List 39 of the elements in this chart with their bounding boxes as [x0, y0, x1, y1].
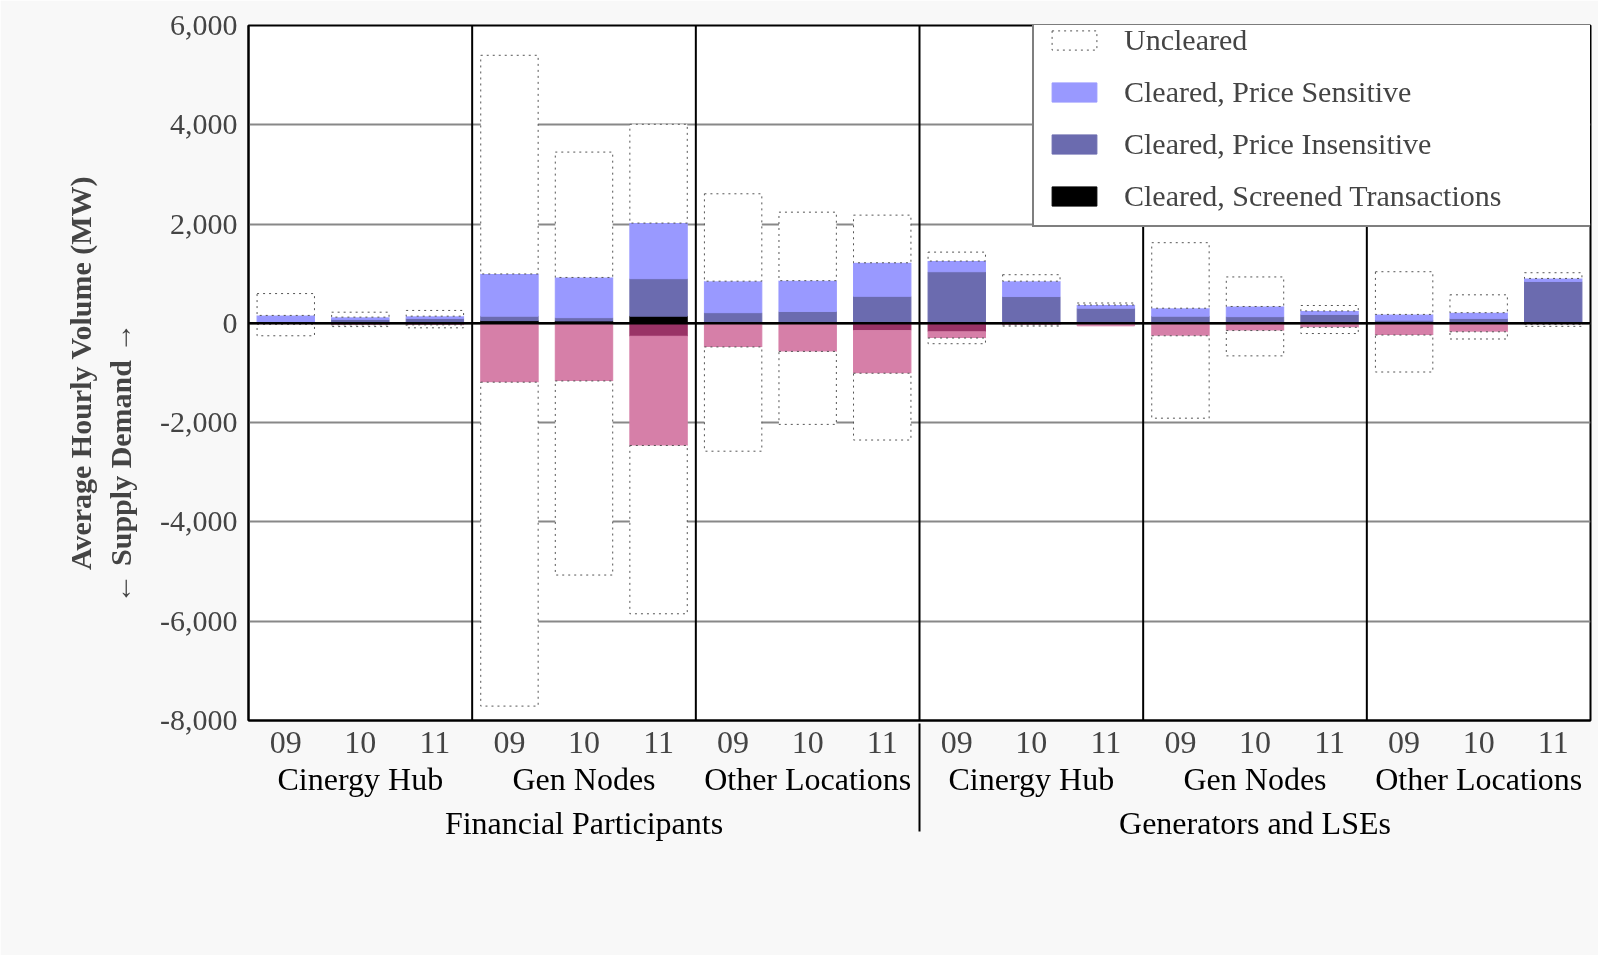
y-tick-label: 0	[222, 305, 238, 339]
x-tick-label: 10	[344, 723, 377, 760]
x-tick-label: 11	[643, 723, 674, 760]
x-tick-label: 09	[1388, 723, 1421, 760]
y-tick-label: -6,000	[160, 603, 238, 637]
legend-label: Cleared, Screened Transactions	[1124, 179, 1503, 213]
text: Gen Nodes	[1183, 760, 1327, 797]
y-tick-label: 4,000	[170, 107, 238, 141]
x-tick-label: 09	[493, 723, 526, 760]
x-tick-label: 11	[1090, 723, 1122, 760]
y-tick-label: -2,000	[160, 405, 238, 439]
y-tick-label: -8,000	[160, 703, 238, 736]
text: Gen Nodes	[512, 760, 656, 797]
text: Financial Participants	[444, 804, 724, 841]
x-tick-label: 11	[866, 723, 898, 760]
y-tick-label: 6,000	[170, 8, 238, 41]
x-tick-label: 09	[717, 723, 750, 760]
x-tick-label: 11	[1537, 723, 1569, 760]
x-tick-label: 10	[1015, 723, 1048, 760]
y-tick-label: 2,000	[170, 206, 238, 240]
x-tick-label: 10	[1462, 723, 1495, 760]
x-tick-label: 11	[419, 723, 451, 760]
text: Cinergy Hub	[277, 760, 444, 797]
y-tick-label: -4,000	[160, 504, 238, 538]
legend-label: Uncleared	[1124, 24, 1249, 57]
text: Generators and LSEs	[1119, 804, 1391, 841]
x-tick-label: 10	[568, 723, 600, 760]
text: Other Locations	[704, 760, 912, 797]
legend-label: Cleared, Price Sensitive	[1124, 75, 1413, 109]
x-tick-label: 11	[1314, 723, 1345, 760]
x-tick-label: 10	[1239, 723, 1271, 760]
x-tick-label: 09	[269, 723, 302, 760]
x-tick-label: 10	[791, 723, 824, 760]
y-axis-title: Average Hourly Volume (MW) ← Supply Demand →	[64, 176, 138, 604]
text: Other Locations	[1375, 760, 1583, 797]
legend-label: Cleared, Price Insensitive	[1124, 127, 1433, 161]
x-tick-label: 09	[940, 723, 973, 760]
text: Cinergy Hub	[948, 760, 1115, 797]
x-tick-label: 09	[1164, 723, 1197, 760]
